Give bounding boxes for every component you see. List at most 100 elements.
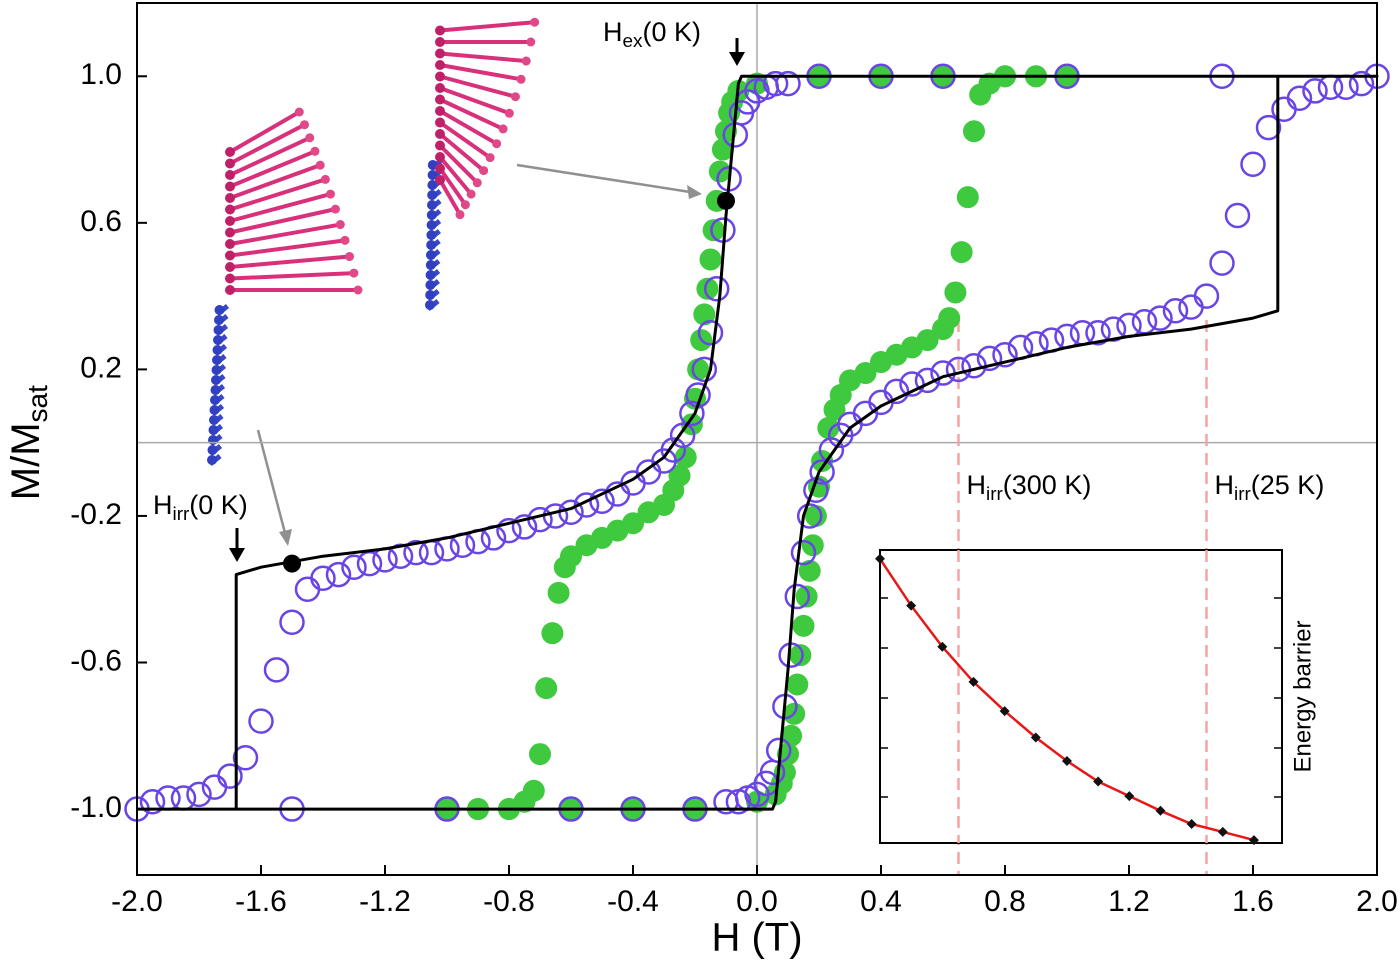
filled-marker [702, 219, 725, 242]
x-tick-label: -1.2 [359, 885, 411, 918]
pointer-head [279, 529, 292, 546]
filled-marker [795, 585, 818, 608]
filled-marker [693, 303, 716, 326]
open-marker [356, 550, 383, 577]
open-marker [217, 763, 243, 789]
filled-marker [541, 622, 564, 645]
x-tick-label: 1.6 [1232, 885, 1274, 918]
inset-y-label: Energy barrier [1289, 620, 1316, 772]
spin-pink [229, 110, 301, 154]
open-marker [263, 657, 290, 683]
atom-blue [213, 325, 224, 335]
open-marker [418, 539, 445, 566]
open-marker [310, 565, 336, 591]
filled-marker [798, 559, 821, 582]
atom-pink [435, 83, 445, 93]
spin-pink [439, 86, 511, 116]
arrow-head [315, 160, 325, 170]
label-part: H [1215, 470, 1235, 500]
energy-point [1061, 755, 1072, 766]
spin-pink [229, 271, 354, 281]
atom-blue [209, 405, 220, 415]
atom-blue [425, 280, 436, 290]
atom-pink [225, 147, 235, 157]
arrow-head [472, 178, 482, 188]
atom-blue [207, 445, 218, 455]
atom-pink [435, 37, 445, 47]
arrow-head [498, 124, 508, 134]
filled-marker [717, 191, 735, 210]
energy-point [875, 553, 885, 564]
label-part: (0 K) [642, 17, 701, 47]
atom-blue [427, 180, 438, 190]
arrow-head [320, 174, 330, 184]
filled-marker [699, 248, 722, 271]
open-marker [589, 488, 615, 515]
open-marker [796, 503, 823, 529]
energy-point [937, 641, 948, 652]
subscript: irr [986, 484, 1003, 505]
atom-blue [208, 435, 218, 445]
filled-marker [746, 790, 768, 813]
arrow-head [325, 189, 335, 199]
filled-marker [956, 186, 979, 209]
x-tick-label: -1.6 [235, 885, 287, 918]
filled-marker [622, 512, 644, 535]
inset-frame [879, 549, 1283, 844]
label-part: M/M [4, 422, 48, 500]
filled-marker [823, 398, 846, 421]
open-marker [790, 539, 817, 566]
atom-pink [435, 71, 445, 82]
subscript: irr [1234, 484, 1251, 505]
spin-pink [229, 122, 306, 166]
filled-marker [547, 581, 570, 604]
open-marker [1224, 202, 1251, 229]
open-marker [809, 459, 835, 485]
atom-blue [425, 300, 435, 310]
x-tick-label: 0.8 [984, 885, 1026, 918]
atom-blue [210, 395, 220, 405]
open-marker [1255, 114, 1282, 141]
atom-pink [225, 239, 235, 249]
spin-pink [439, 74, 516, 99]
spin-pink [229, 192, 331, 223]
annotation-head [229, 548, 245, 562]
pointer-arrow [256, 429, 287, 534]
atom-pink [435, 106, 445, 116]
filled-marker [932, 318, 954, 341]
open-marker [1085, 319, 1111, 346]
atom-blue [425, 270, 436, 280]
atom-blue [214, 305, 225, 315]
atom-pink [225, 204, 235, 215]
spin-pink [229, 207, 336, 235]
plot-frame [136, 2, 1378, 876]
y-tick-label: 0.6 [80, 205, 122, 238]
open-marker [725, 788, 752, 815]
atom-blue [425, 260, 436, 270]
filled-marker [283, 554, 301, 573]
open-marker [232, 745, 259, 771]
open-marker [1348, 70, 1375, 97]
open-marker [325, 561, 352, 588]
filled-marker [529, 743, 551, 766]
atom-pink [435, 94, 445, 105]
arrow-head [300, 120, 310, 130]
spin-pink [439, 63, 522, 82]
open-marker [294, 576, 321, 602]
filled-marker [777, 743, 799, 766]
atom-pink [435, 129, 445, 139]
atom-blue [208, 425, 219, 435]
open-marker [1069, 319, 1096, 346]
open-marker [775, 70, 801, 97]
open-marker [992, 341, 1018, 368]
label-part: H [603, 17, 623, 47]
energy-point [1217, 826, 1228, 837]
filled-marker [870, 351, 892, 374]
arrow-head [455, 210, 465, 220]
y-tick-label: -0.2 [70, 498, 122, 531]
filled-marker [944, 281, 967, 304]
x-tick-label: -0.8 [483, 885, 535, 918]
open-marker [1209, 250, 1235, 276]
subscript: sat [22, 385, 53, 423]
